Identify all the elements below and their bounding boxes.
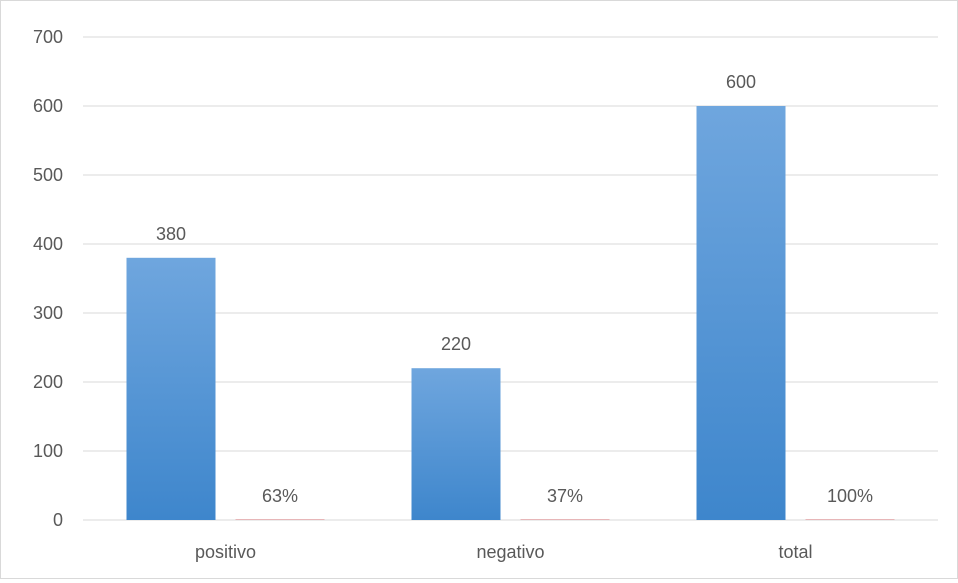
data-label-count: 220 xyxy=(441,334,471,354)
gridlines xyxy=(83,36,938,521)
y-tick-label: 300 xyxy=(33,303,63,323)
data-label-percent: 37% xyxy=(547,486,583,506)
y-tick-label: 700 xyxy=(33,27,63,47)
bars xyxy=(126,106,895,520)
y-tick-label: 400 xyxy=(33,234,63,254)
bar-count xyxy=(411,368,501,520)
y-axis: 0 100 200 300 400 500 600 700 xyxy=(33,27,63,530)
y-tick-label: 500 xyxy=(33,165,63,185)
bar-count xyxy=(696,106,786,520)
y-tick-label: 100 xyxy=(33,441,63,461)
x-category-label: positivo xyxy=(195,542,256,562)
bar-percent xyxy=(805,519,895,520)
data-label-count: 600 xyxy=(726,72,756,92)
data-label-percent: 63% xyxy=(262,486,298,506)
data-label-percent: 100% xyxy=(827,486,873,506)
y-tick-label: 600 xyxy=(33,96,63,116)
y-tick-label: 200 xyxy=(33,372,63,392)
data-label-count: 380 xyxy=(156,224,186,244)
x-category-label: negativo xyxy=(476,542,544,562)
bar-count xyxy=(126,257,216,520)
x-category-label: total xyxy=(778,542,812,562)
x-axis: positivo negativo total xyxy=(195,542,813,562)
bar-percent xyxy=(235,519,325,520)
y-tick-label: 0 xyxy=(53,510,63,530)
bar-percent xyxy=(520,519,610,520)
data-labels: 380 63% 220 37% 600 100% xyxy=(156,72,873,506)
